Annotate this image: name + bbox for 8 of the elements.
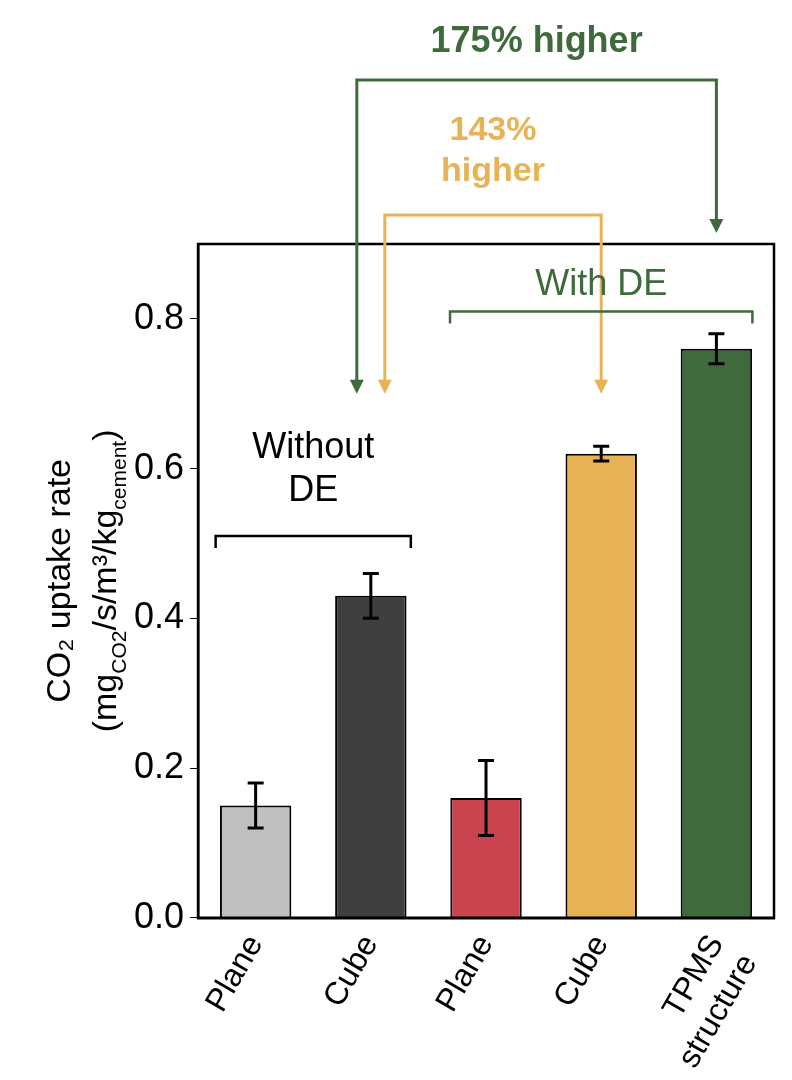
text: 143% higher <box>440 108 546 190</box>
y-tick-label: 0.8 <box>134 295 185 337</box>
y-tick-label: 0.0 <box>134 894 185 936</box>
y-tick-label: 0.6 <box>134 445 185 487</box>
text: 175% higher <box>429 18 644 62</box>
y-tick-label: 0.2 <box>134 744 185 786</box>
y-tick-label: 0.4 <box>134 595 185 637</box>
annotation: Without DE <box>252 424 375 510</box>
